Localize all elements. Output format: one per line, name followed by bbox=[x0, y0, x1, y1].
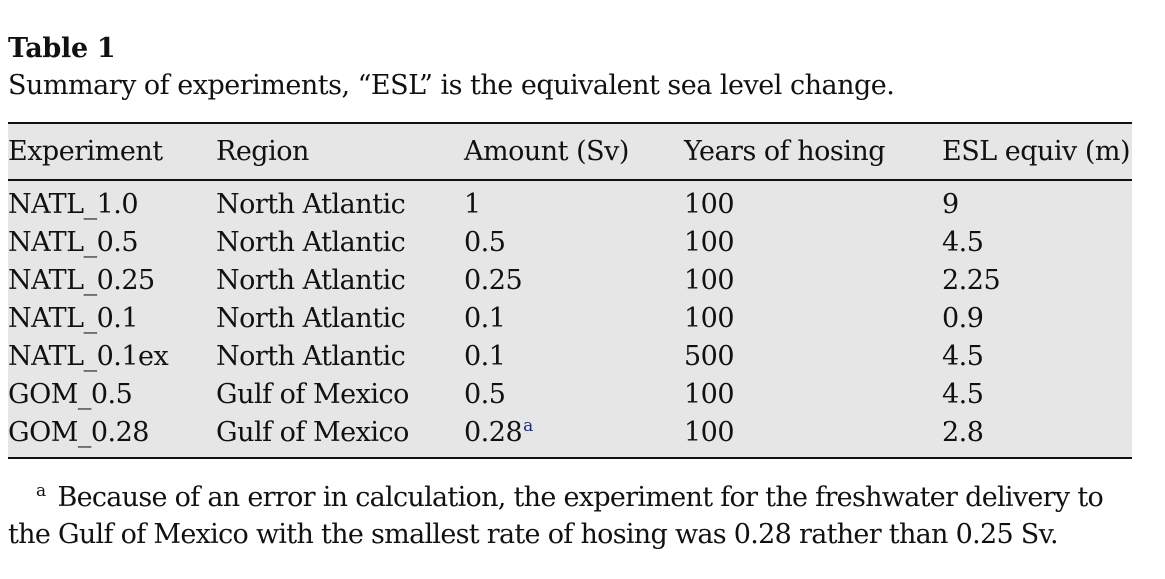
cell-experiment: NATL_0.1 bbox=[8, 302, 139, 334]
experiments-table: Experiment Region Amount (Sv) Years of h… bbox=[8, 122, 1132, 459]
footnote-text: Because of an error in calculation, the … bbox=[8, 482, 1104, 550]
cell-amount: 0.5 bbox=[464, 226, 506, 258]
column-header-amount: Amount (Sv) bbox=[464, 136, 629, 167]
cell-amount: 1 bbox=[464, 188, 481, 220]
cell-region: North Atlantic bbox=[216, 188, 406, 220]
cell-region: Gulf of Mexico bbox=[216, 378, 409, 410]
table-footnote: a Because of an error in calculation, the… bbox=[8, 473, 1132, 553]
cell-esl: 0.9 bbox=[942, 302, 984, 334]
cell-amount-value: 0.28 bbox=[464, 417, 523, 448]
cell-amount: 0.25 bbox=[464, 264, 523, 296]
cell-region: Gulf of Mexico bbox=[216, 416, 409, 448]
cell-region: North Atlantic bbox=[216, 340, 406, 372]
cell-years: 100 bbox=[684, 416, 735, 448]
cell-amount: 0.1 bbox=[464, 340, 506, 372]
cell-years: 100 bbox=[684, 378, 735, 410]
column-header-esl: ESL equiv (m) bbox=[942, 136, 1131, 167]
cell-experiment: NATL_0.5 bbox=[8, 226, 139, 258]
table-row: GOM_0.5 Gulf of Mexico 0.5 100 4.5 bbox=[8, 375, 1132, 413]
cell-experiment: NATL_1.0 bbox=[8, 188, 139, 220]
cell-experiment: GOM_0.5 bbox=[8, 378, 133, 410]
cell-esl: 4.5 bbox=[942, 340, 984, 372]
table-body: NATL_1.0 North Atlantic 1 100 9 NATL_0.5… bbox=[8, 180, 1132, 458]
cell-esl: 2.8 bbox=[942, 416, 984, 448]
table-container: Table 1 Summary of experiments, “ESL” is… bbox=[8, 30, 1132, 553]
cell-region: North Atlantic bbox=[216, 264, 406, 296]
cell-years: 100 bbox=[684, 188, 735, 220]
table-row: NATL_0.25 North Atlantic 0.25 100 2.25 bbox=[8, 261, 1132, 299]
cell-esl: 4.5 bbox=[942, 226, 984, 258]
header-row: Experiment Region Amount (Sv) Years of h… bbox=[8, 123, 1132, 180]
table-label: Table 1 bbox=[8, 33, 116, 64]
table-header: Experiment Region Amount (Sv) Years of h… bbox=[8, 123, 1132, 180]
cell-years: 500 bbox=[684, 340, 735, 372]
column-header-years: Years of hosing bbox=[684, 136, 886, 167]
cell-experiment: NATL_0.25 bbox=[8, 264, 155, 296]
cell-region: North Atlantic bbox=[216, 302, 406, 334]
cell-experiment: GOM_0.28 bbox=[8, 416, 149, 448]
cell-amount: 0.28a bbox=[464, 413, 684, 458]
column-header-region: Region bbox=[216, 136, 309, 167]
table-row: NATL_0.5 North Atlantic 0.5 100 4.5 bbox=[8, 223, 1132, 261]
cell-amount: 0.5 bbox=[464, 378, 506, 410]
table-row: NATL_0.1ex North Atlantic 0.1 500 4.5 bbox=[8, 337, 1132, 375]
cell-esl: 4.5 bbox=[942, 378, 984, 410]
table-row: GOM_0.28 Gulf of Mexico 0.28a 100 2.8 bbox=[8, 413, 1132, 458]
cell-amount: 0.1 bbox=[464, 302, 506, 334]
cell-years: 100 bbox=[684, 226, 735, 258]
table-caption: Summary of experiments, “ESL” is the equ… bbox=[8, 70, 895, 101]
footnote-reference-link[interactable]: a bbox=[523, 416, 533, 436]
cell-experiment: NATL_0.1ex bbox=[8, 340, 169, 372]
column-header-experiment: Experiment bbox=[8, 136, 163, 167]
cell-years: 100 bbox=[684, 264, 735, 296]
table-row: NATL_0.1 North Atlantic 0.1 100 0.9 bbox=[8, 299, 1132, 337]
cell-esl: 9 bbox=[942, 188, 959, 220]
table-row: NATL_1.0 North Atlantic 1 100 9 bbox=[8, 180, 1132, 223]
cell-esl: 2.25 bbox=[942, 264, 1001, 296]
cell-years: 100 bbox=[684, 302, 735, 334]
cell-region: North Atlantic bbox=[216, 226, 406, 258]
footnote-marker: a bbox=[36, 481, 46, 501]
